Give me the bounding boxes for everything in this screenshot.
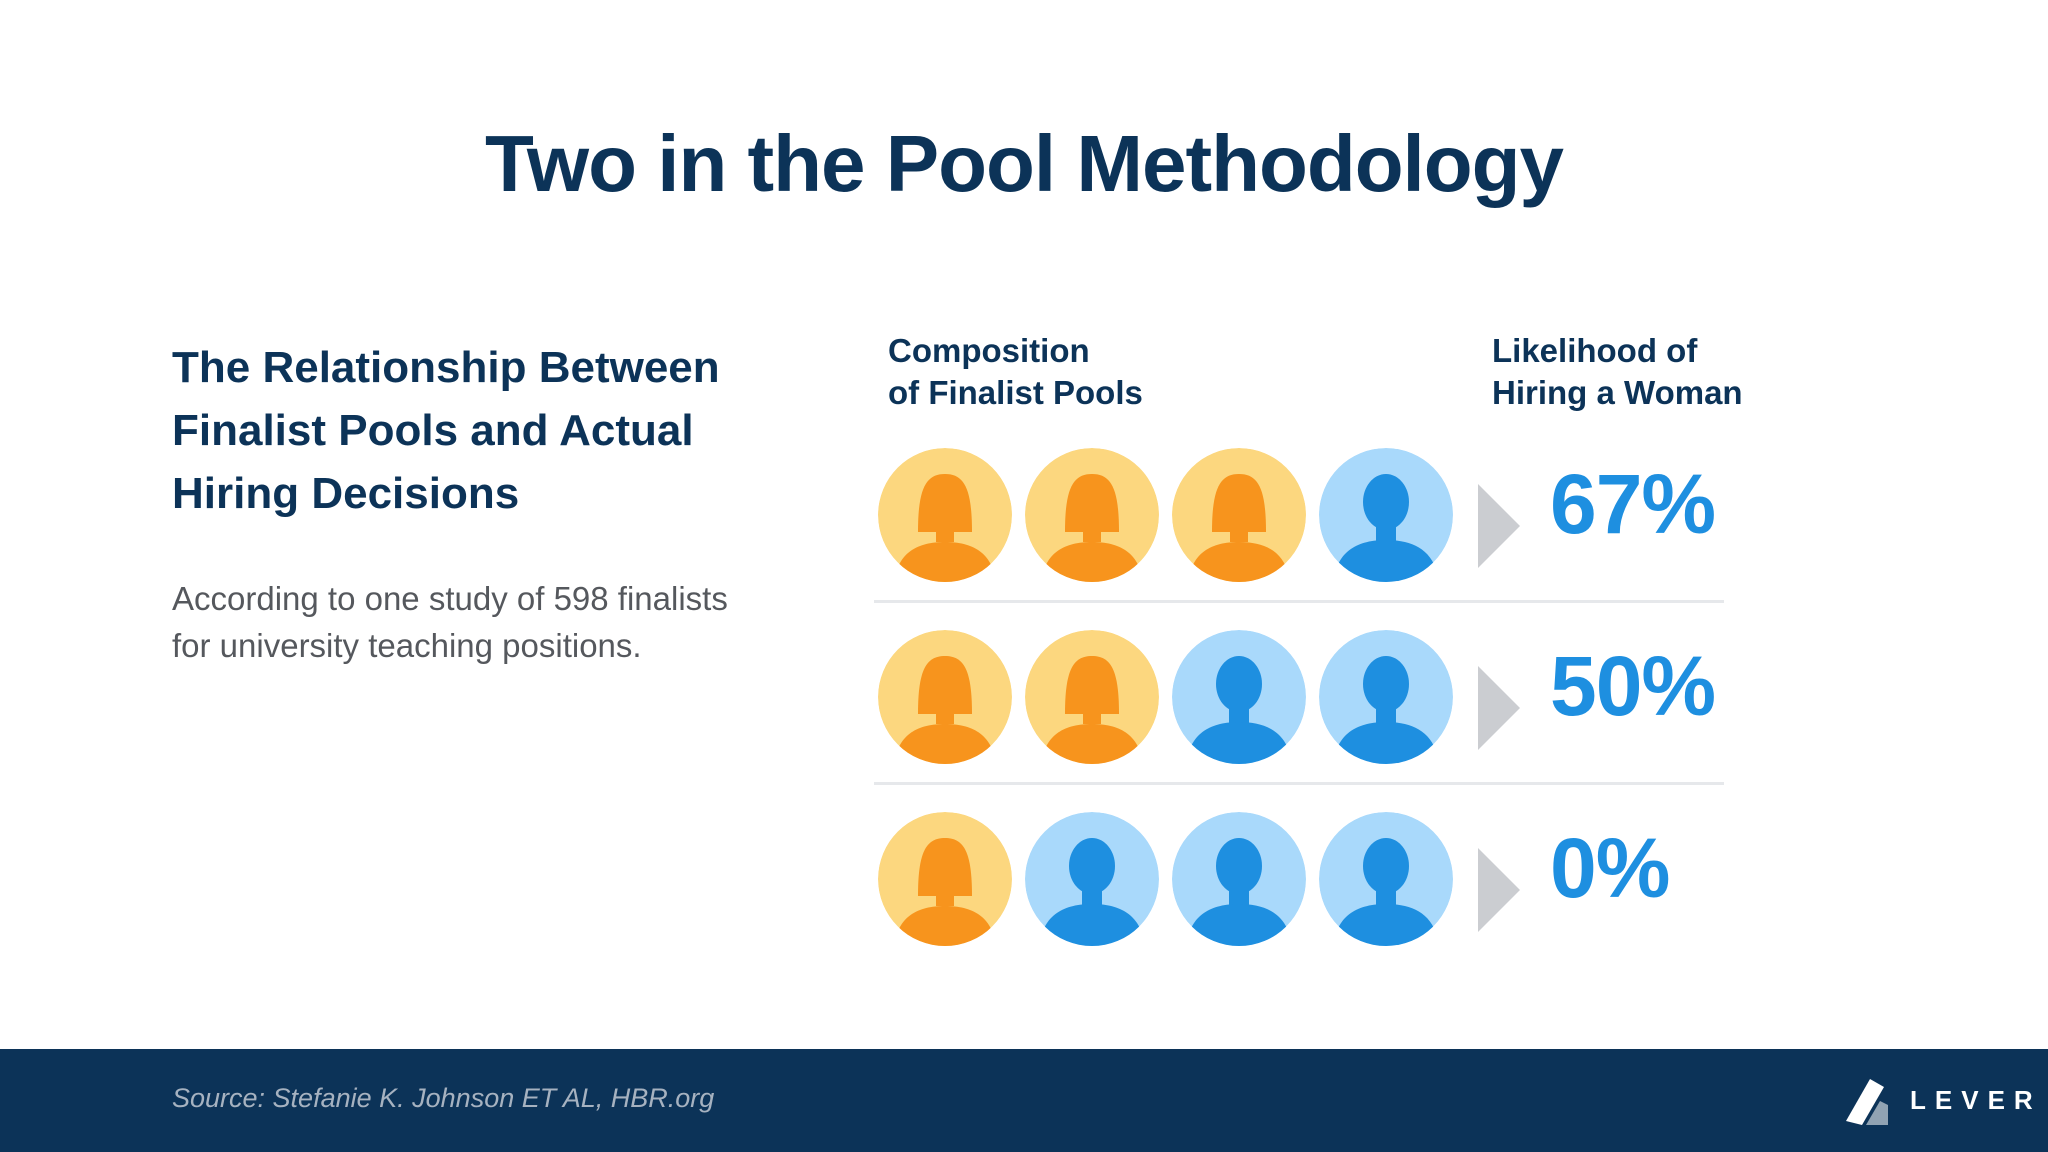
likelihood-header: Likelihood of Hiring a Woman bbox=[1492, 330, 1743, 414]
subheading: The Relationship Between Finalist Pools … bbox=[172, 336, 812, 525]
likelihood-header-line: Likelihood of bbox=[1492, 332, 1698, 369]
composition-header-line: Composition bbox=[888, 332, 1090, 369]
composition-header-line: of Finalist Pools bbox=[888, 374, 1143, 411]
woman-avatar-icon bbox=[1172, 448, 1306, 582]
man-avatar-icon bbox=[1172, 630, 1306, 764]
likelihood-header-line: Hiring a Woman bbox=[1492, 374, 1743, 411]
slide-title: Two in the Pool Methodology bbox=[484, 119, 1564, 208]
man-avatar-icon bbox=[1319, 630, 1453, 764]
subheading-line: The Relationship Between bbox=[172, 343, 720, 392]
woman-avatar-icon bbox=[878, 448, 1012, 582]
pool-infographic: Composition of Finalist Pools Likelihood… bbox=[872, 330, 1752, 950]
man-avatar-icon bbox=[1025, 812, 1159, 946]
arrow-right-icon bbox=[1478, 666, 1520, 750]
study-description: According to one study of 598 finalists … bbox=[172, 575, 812, 669]
man-avatar-icon bbox=[1319, 812, 1453, 946]
pool-row: 50% bbox=[872, 622, 1732, 764]
arrow-right-icon bbox=[1478, 484, 1520, 568]
subheading-line: Hiring Decisions bbox=[172, 469, 520, 518]
description-line: According to one study of 598 finalists bbox=[172, 580, 728, 617]
woman-avatar-icon bbox=[1025, 448, 1159, 582]
woman-avatar-icon bbox=[1025, 630, 1159, 764]
logo-text: LEVER bbox=[1910, 1085, 2042, 1115]
row-divider bbox=[874, 782, 1724, 785]
subheading-line: Finalist Pools and Actual bbox=[172, 406, 694, 455]
woman-avatar-icon bbox=[878, 630, 1012, 764]
likelihood-percent: 50% bbox=[1550, 639, 1716, 733]
likelihood-percent: 0% bbox=[1550, 821, 1670, 915]
source-citation: Source: Stefanie K. Johnson ET AL, HBR.o… bbox=[172, 1083, 715, 1113]
lever-logo: LEVER bbox=[1840, 1075, 2033, 1127]
man-avatar-icon bbox=[1172, 812, 1306, 946]
left-column: The Relationship Between Finalist Pools … bbox=[172, 336, 812, 669]
pool-row: 67% bbox=[872, 440, 1732, 582]
arrow-right-icon bbox=[1478, 848, 1520, 932]
footer-bar: Source: Stefanie K. Johnson ET AL, HBR.o… bbox=[0, 1049, 2048, 1152]
lever-logo-icon bbox=[1846, 1079, 1888, 1125]
composition-header: Composition of Finalist Pools bbox=[888, 330, 1143, 414]
pool-row: 0% bbox=[872, 804, 1732, 946]
description-line: for university teaching positions. bbox=[172, 627, 642, 664]
woman-avatar-icon bbox=[878, 812, 1012, 946]
man-avatar-icon bbox=[1319, 448, 1453, 582]
row-divider bbox=[874, 600, 1724, 603]
likelihood-percent: 67% bbox=[1550, 457, 1716, 551]
